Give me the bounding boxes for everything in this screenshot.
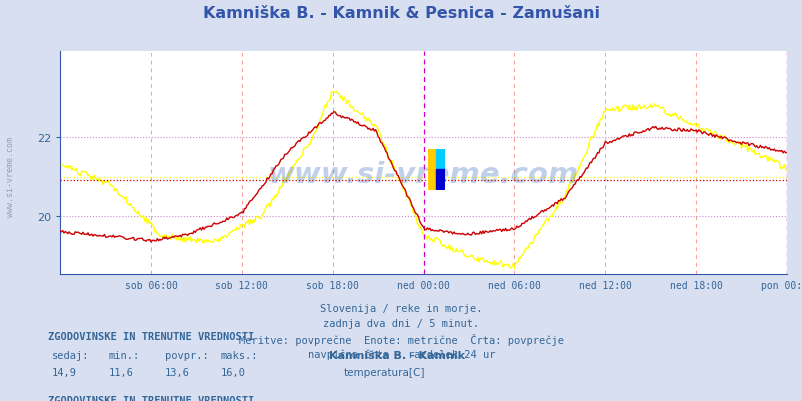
- Text: sob 18:00: sob 18:00: [306, 280, 358, 290]
- Text: ned 00:00: ned 00:00: [397, 280, 449, 290]
- Text: ZGODOVINSKE IN TRENUTNE VREDNOSTI: ZGODOVINSKE IN TRENUTNE VREDNOSTI: [48, 395, 254, 401]
- Text: Slovenija / reke in morje.: Slovenija / reke in morje.: [320, 303, 482, 313]
- Text: temperatura[C]: temperatura[C]: [343, 367, 424, 377]
- Text: maks.:: maks.:: [221, 350, 258, 360]
- Text: 13,6: 13,6: [164, 367, 189, 377]
- Text: www.si-vreme.com: www.si-vreme.com: [6, 136, 15, 217]
- Text: ned 18:00: ned 18:00: [669, 280, 722, 290]
- Text: min.:: min.:: [108, 350, 140, 360]
- Text: 11,6: 11,6: [108, 367, 133, 377]
- Text: navpična črta - razdelek 24 ur: navpična črta - razdelek 24 ur: [307, 348, 495, 359]
- Text: 14,9: 14,9: [52, 367, 77, 377]
- Text: zadnja dva dni / 5 minut.: zadnja dva dni / 5 minut.: [323, 318, 479, 328]
- Text: povpr.:: povpr.:: [164, 350, 208, 360]
- Text: www.si-vreme.com: www.si-vreme.com: [268, 160, 578, 188]
- Text: ZGODOVINSKE IN TRENUTNE VREDNOSTI: ZGODOVINSKE IN TRENUTNE VREDNOSTI: [48, 331, 254, 341]
- Text: Kamniška B. - Kamnik & Pesnica - Zamušani: Kamniška B. - Kamnik & Pesnica - Zamušan…: [203, 6, 599, 21]
- Text: Kamniška B. - Kamnik: Kamniška B. - Kamnik: [329, 350, 464, 360]
- Text: ned 06:00: ned 06:00: [488, 280, 541, 290]
- Text: 16,0: 16,0: [221, 367, 245, 377]
- Text: sob 12:00: sob 12:00: [215, 280, 268, 290]
- Text: sedaj:: sedaj:: [52, 350, 90, 360]
- Text: pon 00:00: pon 00:00: [759, 280, 802, 290]
- Bar: [436, 170, 444, 190]
- Bar: [436, 150, 444, 170]
- Text: sob 06:00: sob 06:00: [124, 280, 177, 290]
- Text: ned 12:00: ned 12:00: [578, 280, 631, 290]
- Text: Meritve: povprečne  Enote: metrične  Črta: povprečje: Meritve: povprečne Enote: metrične Črta:…: [239, 333, 563, 345]
- Bar: [427, 150, 436, 190]
